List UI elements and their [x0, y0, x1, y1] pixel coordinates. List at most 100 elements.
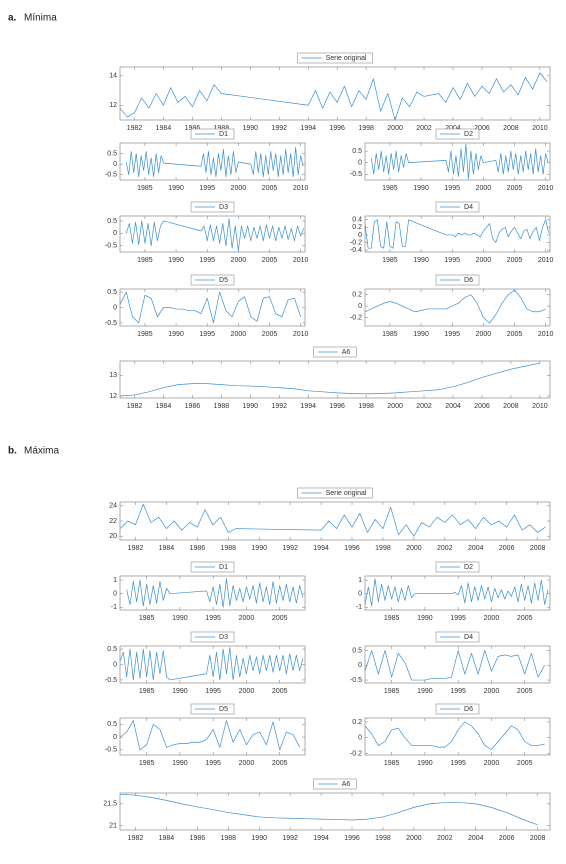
x-tick-label: 1990 — [413, 331, 429, 338]
y-tick-label: 14 — [109, 73, 117, 80]
y-tick-label: 0.5 — [107, 150, 117, 157]
x-tick-label: 2005 — [517, 760, 533, 767]
x-tick-label: 1984 — [156, 403, 172, 410]
plot-area — [119, 66, 551, 121]
x-tick-label: 1985 — [384, 615, 400, 622]
x-tick-label: 1984 — [159, 835, 175, 842]
legend: D1 — [190, 561, 235, 573]
y-tick-label: -0.5 — [105, 243, 117, 250]
series-line — [126, 578, 304, 608]
x-tick-label: 1995 — [444, 331, 460, 338]
legend-label: D4 — [464, 204, 473, 211]
x-tick-label: 2000 — [387, 125, 403, 132]
legend: D5 — [190, 703, 235, 715]
x-tick-label: 1992 — [271, 125, 287, 132]
subplot: -0.5 0 0.5 1985 1990 1995 2000 2005 2010 D2 — [350, 128, 554, 192]
x-tick-label: 1985 — [384, 688, 400, 695]
x-tick-label: 1990 — [172, 688, 188, 695]
x-tick-label: 2000 — [406, 835, 422, 842]
x-tick-label: 1996 — [344, 835, 360, 842]
x-tick-label: 1995 — [444, 185, 460, 192]
x-tick-label: 2005 — [507, 257, 523, 264]
subplot: -0.5 0 0.5 1985 1990 1995 2000 2005 2010 D5 — [105, 274, 309, 338]
x-tick-label: 2006 — [474, 125, 490, 132]
y-tick-label: 1 — [358, 577, 362, 584]
series-line — [120, 72, 548, 120]
legend: D2 — [435, 561, 480, 573]
legend: A6 — [313, 346, 357, 358]
y-tick-label: 0 — [113, 304, 117, 311]
subplot: -0.4-0.200.20.4 1985 1990 1995 2000 2005 2010 D… — [350, 201, 554, 264]
series-group — [125, 146, 304, 178]
x-tick-label: 2000 — [406, 545, 422, 552]
y-tick-label: 0 — [358, 662, 362, 669]
x-tick-label: 2002 — [437, 545, 453, 552]
x-tick-label: 2010 — [538, 185, 554, 192]
x-tick-label: 2008 — [530, 545, 546, 552]
x-tick-label: 1992 — [282, 545, 298, 552]
legend-label: Serie original — [326, 490, 367, 497]
x-tick-label: 2010 — [538, 331, 554, 338]
y-tick-label: -0.2 — [350, 750, 362, 757]
x-tick-label: 1990 — [168, 185, 184, 192]
y-tick-label: 0.2 — [352, 224, 362, 231]
y-tick-label: 0.5 — [107, 721, 117, 728]
plot-area — [364, 575, 551, 611]
series-group — [365, 219, 550, 249]
y-tick-label: -0.2 — [350, 314, 362, 321]
y-tick-label: 0 — [113, 161, 117, 168]
legend: D4 — [435, 201, 480, 213]
series-line — [365, 578, 549, 607]
series-group — [370, 143, 549, 180]
x-tick-label: 1982 — [128, 835, 144, 842]
x-tick-label: 1985 — [139, 760, 155, 767]
x-tick-label: 1996 — [329, 125, 345, 132]
series-line — [120, 362, 540, 397]
x-tick-label: 1995 — [444, 257, 460, 264]
y-tick-label: 0.5 — [352, 647, 362, 654]
x-tick-label: 1988 — [214, 403, 230, 410]
subplot: -0.2 0 0.2 1985 1990 1995 2000 2005 D6 — [350, 703, 551, 767]
subplot: -0.2 0 0.2 1985 1990 1995 2000 2005 2010 D6 — [350, 274, 554, 338]
x-tick-label: 1990 — [172, 615, 188, 622]
x-tick-label: 1995 — [199, 185, 215, 192]
y-tick-label: 0.5 — [107, 646, 117, 653]
y-tick-label: 0 — [358, 591, 362, 598]
legend: D2 — [435, 128, 480, 140]
x-tick-label: 1988 — [220, 545, 236, 552]
legend: A6 — [313, 778, 357, 790]
y-tick-label: 0 — [358, 160, 362, 167]
series-line — [120, 503, 546, 537]
series-group — [120, 72, 548, 120]
x-tick-label: 1998 — [375, 545, 391, 552]
y-tick-label: 0.5 — [107, 218, 117, 225]
x-tick-label: 1995 — [205, 615, 221, 622]
x-tick-label: 2004 — [445, 125, 461, 132]
x-tick-label: 1995 — [450, 760, 466, 767]
x-tick-label: 1995 — [450, 688, 466, 695]
x-tick-label: 1986 — [185, 125, 201, 132]
x-tick-label: 2005 — [517, 615, 533, 622]
panel-label: a. — [8, 13, 17, 24]
panel-title: Mínima — [24, 13, 57, 24]
series-line — [120, 647, 304, 681]
x-tick-label: 2005 — [272, 615, 288, 622]
y-tick-label: -0.5 — [350, 171, 362, 178]
x-tick-label: 1985 — [382, 257, 398, 264]
plot-area — [364, 288, 551, 327]
x-tick-label: 2005 — [272, 760, 288, 767]
x-tick-label: 1995 — [199, 331, 215, 338]
x-tick-label: 2010 — [532, 403, 548, 410]
x-tick-label: 1984 — [156, 125, 172, 132]
x-tick-label: 1990 — [243, 403, 259, 410]
x-tick-label: 1985 — [137, 331, 153, 338]
x-tick-label: 2000 — [387, 403, 403, 410]
series-group — [365, 289, 546, 324]
legend-label: D6 — [464, 706, 473, 713]
y-tick-label: 0 — [113, 661, 117, 668]
x-tick-label: 2005 — [262, 185, 278, 192]
x-tick-label: 1990 — [251, 545, 267, 552]
y-tick-label: -1 — [356, 604, 362, 611]
x-tick-label: 2008 — [530, 835, 546, 842]
y-tick-label: 13 — [109, 372, 117, 379]
